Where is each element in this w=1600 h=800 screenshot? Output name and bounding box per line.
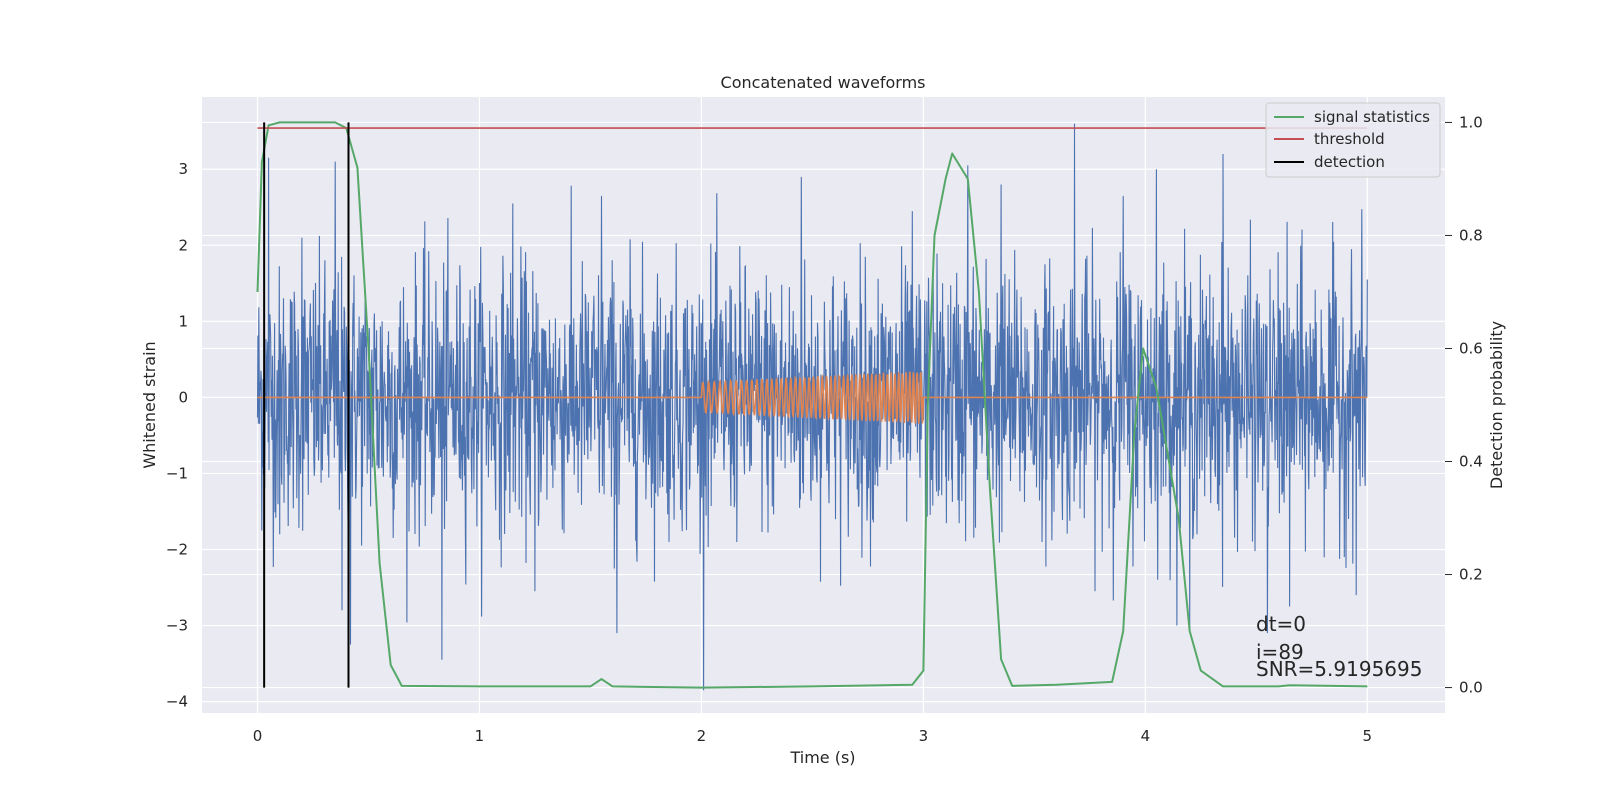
y2-tick-label: 0.6 — [1459, 339, 1483, 357]
annotation-dt: dt=0 — [1256, 612, 1306, 636]
y2-tick-label: 0.4 — [1459, 453, 1483, 471]
y2-tick-label: 0.8 — [1459, 226, 1483, 244]
y2-tick-label: 0.2 — [1459, 566, 1483, 584]
y-tick-label: 2 — [178, 236, 188, 254]
injection-line — [257, 371, 1368, 424]
detection-series — [263, 122, 350, 688]
x-tick-label: 2 — [697, 727, 707, 745]
legend: signal statistics threshold detection — [1265, 102, 1441, 178]
y-tick-label: 3 — [178, 160, 188, 178]
annotation-snr: SNR=5.9195695 — [1256, 657, 1422, 681]
x-tick-label: 3 — [919, 727, 929, 745]
x-tick-label: 5 — [1363, 727, 1373, 745]
x-axis-label: Time (s) — [789, 748, 855, 767]
x-tick-label: 4 — [1141, 727, 1151, 745]
signal-statistics-series — [256, 121, 1368, 689]
y-tick-label: 0 — [178, 388, 188, 406]
y-tick-label: −4 — [166, 693, 188, 711]
x-tick-label: 0 — [253, 727, 263, 745]
y2-axis-ticks: 0.0 0.2 0.4 0.6 0.8 1.0 — [1445, 113, 1483, 697]
y-tick-label: −2 — [166, 540, 188, 558]
y-tick-label: −3 — [166, 617, 188, 635]
legend-label-signal-statistics: signal statistics — [1314, 108, 1430, 126]
x-axis-ticks: 0 1 2 3 4 5 — [253, 727, 1372, 745]
y2-axis-label: Detection probability — [1487, 321, 1506, 489]
y2-tick-label: 0.0 — [1459, 679, 1483, 697]
injection-series — [257, 371, 1368, 424]
y-tick-label: 1 — [178, 312, 188, 330]
y2-tick-label: 1.0 — [1459, 113, 1483, 131]
x-tick-label: 1 — [475, 727, 485, 745]
chart-title: Concatenated waveforms — [721, 73, 926, 92]
annotation-i: i=89 — [1256, 640, 1304, 664]
y-axis-ticks: −4 −3 −2 −1 0 1 2 3 — [166, 160, 188, 710]
y-axis-label: Whitened strain — [140, 341, 159, 468]
signal-statistics-line — [256, 121, 1368, 689]
y-tick-label: −1 — [166, 464, 188, 482]
legend-box — [1265, 102, 1441, 178]
legend-label-detection: detection — [1314, 153, 1385, 171]
legend-label-threshold: threshold — [1314, 130, 1385, 148]
